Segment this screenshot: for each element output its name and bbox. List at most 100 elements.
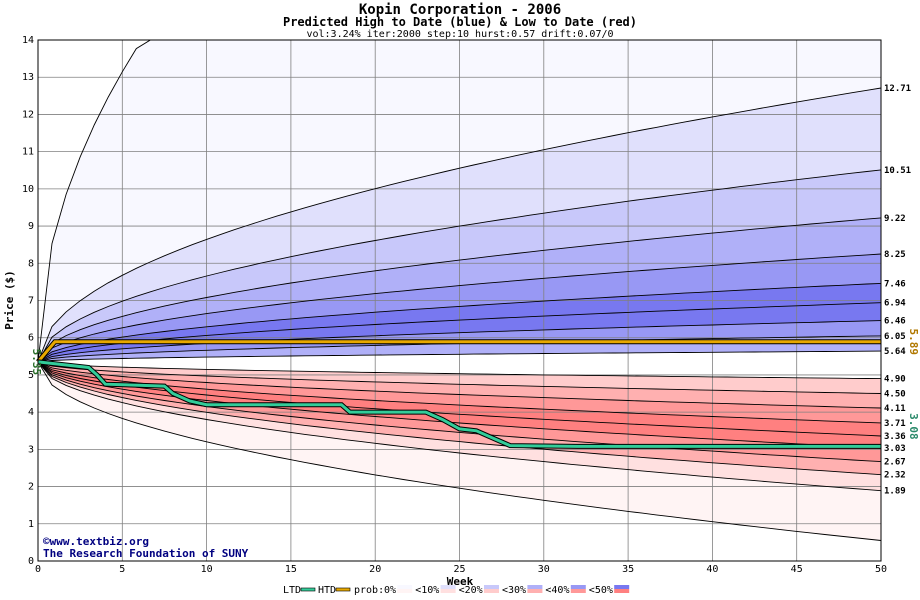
x-tick-label: 35 <box>622 564 634 575</box>
high-band-4 <box>38 254 881 362</box>
legend-swatch-red <box>484 589 499 593</box>
low-percentile-label: 4.50 <box>884 390 906 400</box>
legend-swatch-blue <box>440 585 456 589</box>
x-tick-label: 0 <box>35 564 41 575</box>
y-tick-label: 14 <box>22 35 34 46</box>
series-lines <box>36 339 881 449</box>
low-band-3 <box>38 361 881 436</box>
legend-prob-label: prob: <box>354 585 384 596</box>
start-price-label: 5.35 <box>30 349 43 376</box>
legend-swatch-blue <box>570 585 586 589</box>
legend-prob-entry: <50% <box>589 585 613 596</box>
low-band-outer <box>38 361 881 561</box>
y-tick-label: 2 <box>28 482 34 493</box>
high-percentile-line-5 <box>37 282 882 363</box>
low-percentile-line-9 <box>37 361 882 541</box>
high-percentile-label: 10.51 <box>884 166 911 176</box>
x-axis-label: Week <box>447 575 474 588</box>
right-labels: 12.71 10.51 9.22 8.25 7.46 6.94 6.46 6.05 5.64 4.… <box>884 84 920 497</box>
legend-swatch-red <box>397 589 413 593</box>
low-percentile-label: 2.32 <box>884 471 906 481</box>
high-percentile-line-4 <box>37 253 882 363</box>
legend: LTD HTD prob: 0% <10% <20% <30% <40% <50% <box>283 585 630 596</box>
htd-line <box>36 340 881 363</box>
y-tick-label: 8 <box>28 258 34 269</box>
low-percentile-label: 3.36 <box>884 432 906 442</box>
low-percentile-label: 4.11 <box>884 404 906 414</box>
y-tick-label: 12 <box>22 109 34 120</box>
legend-swatch-red <box>614 589 630 593</box>
percentile-lines <box>37 39 882 541</box>
high-percentile-label: 12.71 <box>884 84 911 94</box>
chart-title: Kopin Corporation - 2006 <box>359 2 561 18</box>
low-percentile-line-8 <box>37 361 882 492</box>
low-percentile-line-2 <box>37 361 882 409</box>
x-tick-label: 20 <box>369 564 381 575</box>
chart-subtitle: Predicted High to Date (blue) & Low to D… <box>283 15 637 29</box>
legend-prob-entry: <10% <box>415 585 439 596</box>
x-tick-label: 25 <box>453 564 465 575</box>
x-tick-label: 5 <box>119 564 125 575</box>
low-percentile-label: 4.90 <box>884 375 906 385</box>
credit-org: The Research Foundation of SUNY <box>43 547 249 560</box>
low-percentile-label: 3.71 <box>884 419 906 429</box>
legend-swatch-blue <box>527 585 543 589</box>
y-tick-label: 11 <box>22 147 34 158</box>
high-percentile-line-3 <box>37 217 882 363</box>
legend-swatch-red <box>440 589 456 593</box>
high-band-5 <box>38 283 881 362</box>
y-tick-label: 6 <box>28 333 34 344</box>
legend-prob-entry: <20% <box>459 585 483 596</box>
x-tick-label: 15 <box>285 564 297 575</box>
low-band-4 <box>38 361 881 449</box>
legend-htd-label: HTD <box>318 585 336 596</box>
high-band-0 <box>38 40 881 362</box>
legend-swatch-blue <box>397 585 413 589</box>
low-percentile-line-1 <box>37 361 882 394</box>
axis-ticks: 0 5 10 15 20 25 30 35 40 45 5001234567891011121314… <box>22 35 887 575</box>
x-tick-label: 30 <box>538 564 550 575</box>
legend-prob-entry: <30% <box>502 585 526 596</box>
ltd-line <box>37 360 881 448</box>
low-percentile-line-3 <box>37 361 882 424</box>
legend-htd-swatch <box>335 587 351 592</box>
high-percentile-label: 7.46 <box>884 279 906 289</box>
x-tick-label: 40 <box>706 564 718 575</box>
x-tick-label: 45 <box>791 564 803 575</box>
legend-swatch-blue <box>484 585 499 589</box>
x-tick-label: 10 <box>201 564 213 575</box>
chart-params: vol:3.24% iter:2000 step:10 hurst:0.57 d… <box>306 29 613 40</box>
low-percentile-label: 1.89 <box>884 487 906 497</box>
legend-swatch-red <box>527 589 543 593</box>
high-band-2 <box>38 169 881 362</box>
y-tick-label: 3 <box>28 444 34 455</box>
y-tick-label: 13 <box>22 72 34 83</box>
y-tick-label: 10 <box>22 184 34 195</box>
legend-ltd-label: LTD <box>283 585 301 596</box>
low-percentile-line-7 <box>37 361 882 476</box>
legend-swatch-blue <box>614 585 630 589</box>
high-percentile-label: 6.94 <box>884 299 906 309</box>
y-tick-label: 1 <box>28 519 34 530</box>
high-percentile-line-2 <box>37 169 882 363</box>
high-band-3 <box>38 217 881 362</box>
high-percentile-line-6 <box>37 302 882 363</box>
high-percentile-line-1 <box>37 87 882 363</box>
y-tick-label: 5 <box>28 370 34 381</box>
ltd-end-label: 3.08 <box>907 413 920 440</box>
high-percentile-label: 9.22 <box>884 214 906 224</box>
legend-prob-entry: <40% <box>545 585 569 596</box>
x-tick-label: 50 <box>875 564 887 575</box>
high-percentile-label: 8.25 <box>884 250 906 260</box>
low-band-2 <box>38 361 881 423</box>
y-tick-label: 7 <box>28 296 34 307</box>
y-tick-label: 0 <box>28 556 34 567</box>
high-percentile-label: 6.05 <box>884 332 906 342</box>
high-percentile-line-9 <box>37 350 882 363</box>
legend-ltd-swatch <box>300 587 316 592</box>
low-band-8 <box>38 361 881 541</box>
htd-end-label: 5.89 <box>907 329 920 356</box>
plot-frame <box>37 39 882 562</box>
legend-prob-entry: 0% <box>384 585 396 596</box>
high-percentile-label: 6.46 <box>884 317 906 327</box>
